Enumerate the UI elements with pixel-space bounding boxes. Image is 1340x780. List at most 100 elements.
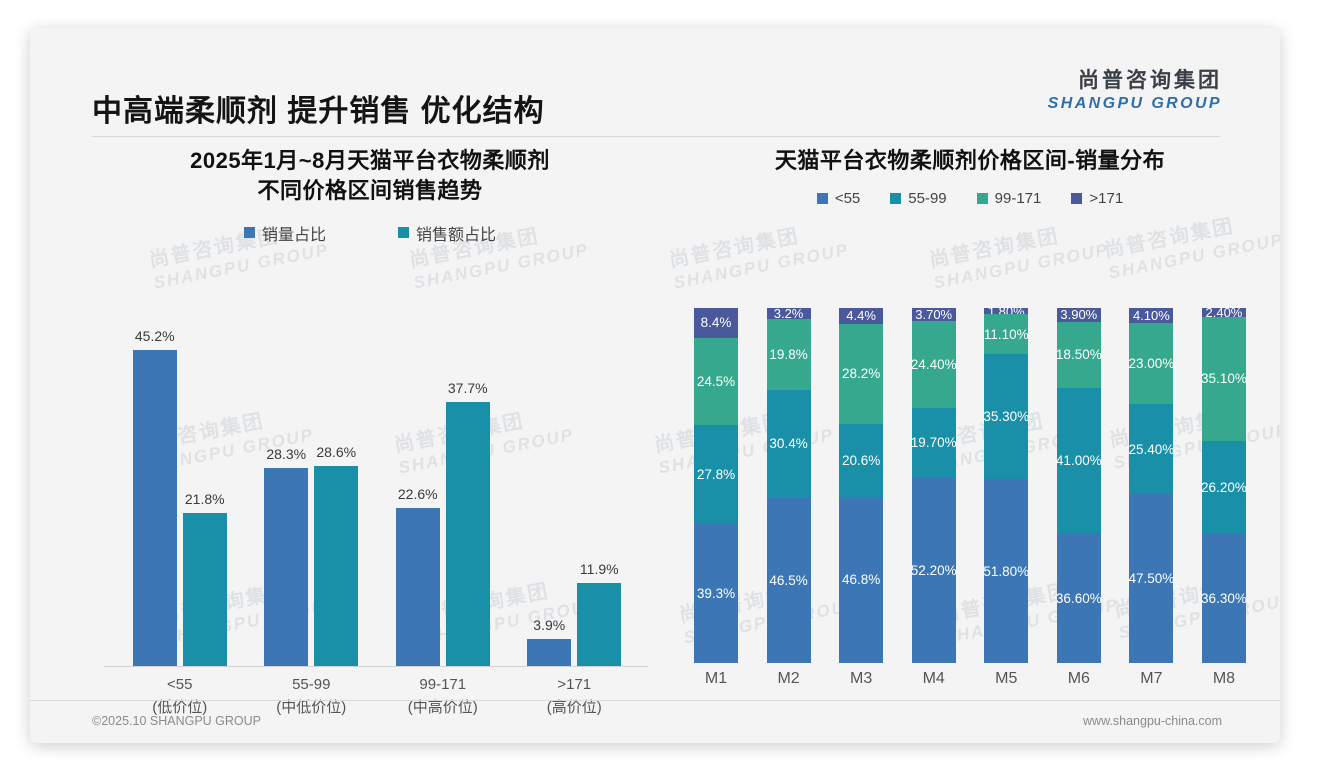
stack-segment-99-171: 28.2% [839,323,884,424]
slide-footer: ©2025.10 SHANGPU GROUP www.shangpu-china… [30,710,1280,742]
right-chart-panel: 天猫平台衣物柔顺剂价格区间-销量分布 <55 55-99 99-171 >171 8.… [680,146,1260,706]
stack-value-label: 18.50% [1055,347,1102,363]
stack-value-label: 26.20% [1201,480,1247,496]
legend-item-<55[interactable]: <55 [816,190,860,207]
stack-segment-55-99: 30.4% [766,389,811,498]
stack-value-label: 24.5% [696,373,736,389]
stack-segment-99-171: 11.10% [983,314,1029,354]
stack-segment-<55: 46.5% [766,497,811,663]
stack-value-label: 3.2% [773,306,804,322]
stack-value-label: 35.10% [1201,371,1247,387]
bar-销量占比->171[interactable]: 3.9% [527,316,572,666]
stacked-bar-M2[interactable]: 3.2% 19.8% 30.4% 46.5% [766,306,811,663]
legend-swatch-icon [243,227,255,239]
legend-label: >171 [1089,190,1124,208]
stack-segment->171: 8.4% [694,308,738,338]
bar-value-label: 28.3% [266,446,307,462]
stack-value-label: 39.3% [696,585,736,601]
stack-value-label: 11.10% [983,326,1029,342]
stacked-bar-M4[interactable]: 3.70% 24.40% 19.70% 52.20% [910,307,957,663]
bar-value-label: 22.6% [397,486,438,502]
x-axis-label-main: 99-171 [419,676,467,693]
legend-item->171[interactable]: >171 [1071,190,1123,207]
stack-value-label: 41.00% [1055,452,1102,468]
legend-item-销售额占比[interactable]: 销售额占比 [398,221,496,245]
stacked-bar-M5[interactable]: 1.80% 11.10% 35.30% 51.80% [983,304,1030,663]
stack-value-label: 20.6% [841,452,881,468]
legend-item-99-171[interactable]: 99-171 [976,190,1042,208]
title-divider [92,136,1220,137]
bar-销售额占比->171[interactable]: 11.9% [577,316,622,666]
x-axis-label-main: >171 [557,676,592,693]
bar-value-label: 21.8% [184,491,225,507]
stack-value-label: 19.70% [910,435,957,451]
stacked-bar-M6[interactable]: 3.90% 18.50% 41.00% 36.60% [1055,307,1102,663]
x-axis-label-<55: <55 (低价位) [121,674,239,719]
stack-value-label: 47.50% [1128,571,1175,587]
bar-销量占比-99-171[interactable]: 22.6% [395,316,440,666]
x-axis-month-labels: M1 M2 M3 M4 M5 M6 M7 M8 [694,670,1246,688]
legend-swatch-icon [976,193,988,205]
bar-group-<55: 45.2% 21.8% [121,316,239,666]
x-axis-label-M4: M4 [922,670,945,687]
legend-label: 99-171 [994,190,1042,208]
stack-value-label: 35.30% [983,408,1030,424]
x-axis-label-M2: M2 [777,670,800,687]
x-axis-label-M7: M7 [1140,670,1163,687]
stacked-bar-M1[interactable]: 8.4% 24.5% 27.8% 39.3% [694,308,738,663]
stack-value-label: 36.60% [1055,590,1102,606]
stack-segment-55-99: 27.8% [694,424,738,524]
stack-segment->171: 4.10% [1129,307,1174,323]
bar-rect [445,402,490,666]
x-axis-label-sub: (高价位) [546,698,602,716]
bar-销售额占比-<55[interactable]: 21.8% [182,316,227,666]
stack-segment-<55: 39.3% [694,523,738,663]
stacked-bar-M7[interactable]: 4.10% 23.00% 25.40% 47.50% [1128,307,1175,663]
stack-value-label: 19.8% [769,347,808,362]
x-axis-line [104,666,648,667]
bar-销售额占比-99-171[interactable]: 37.7% [445,316,490,666]
bar-销量占比-55-99[interactable]: 28.3% [264,316,309,666]
stack-segment-99-171: 18.50% [1055,321,1102,388]
stacked-bar-chart: 8.4% 24.5% 27.8% 39.3% 3.2% 19.8% 30.4% 46.5% 4.… [690,304,1250,706]
x-axis-label-main: <55 [167,676,193,693]
stack-value-label: 4.10% [1132,307,1170,323]
stacked-bar-plot: 8.4% 24.5% 27.8% 39.3% 3.2% 19.8% 30.4% 46.5% 4.… [694,304,1247,663]
stack-value-label: 46.8% [841,572,881,588]
stack-segment-55-99: 26.20% [1201,441,1247,535]
bar-rect [182,513,227,666]
legend-swatch-icon [816,193,828,205]
footer-divider [30,700,1280,701]
footer-website[interactable]: www.shangpu-china.com [1083,714,1222,728]
bar-value-label: 37.7% [447,380,488,396]
stack-segment-55-99: 35.30% [983,353,1030,480]
stacked-bar-M8[interactable]: 2.40% 35.10% 26.20% 36.30% [1201,305,1247,663]
stack-segment-99-171: 19.8% [766,319,811,390]
stack-value-label: 27.8% [696,466,736,482]
footer-copyright: ©2025.10 SHANGPU GROUP [92,714,261,728]
stack-value-label: 3.70% [915,307,953,323]
bar-value-label: 11.9% [579,561,619,577]
stack-value-label: 30.4% [769,436,808,452]
left-chart-legend: 销量占比 销售额占比 [70,221,670,245]
legend-item-销量占比[interactable]: 销量占比 [243,221,326,245]
stacked-bar-M3[interactable]: 4.4% 28.2% 20.6% 46.8% [839,308,884,663]
bar-销售额占比-55-99[interactable]: 28.6% [314,316,359,666]
stack-segment->171: 3.70% [911,307,956,323]
x-axis-label-99-171: 99-171 (中高价位) [384,674,502,719]
grouped-bar-plot: 45.2% 21.8% 28.3% 28.6% 22.6% 37.7% 3.9% 11.9% [114,316,640,666]
bar-value-label: 45.2% [134,328,175,344]
left-chart-title-line2: 不同价格区间销售趋势 [257,178,483,204]
stack-value-label: 23.00% [1128,355,1175,371]
bar-rect [527,639,572,666]
x-axis-label->171: >171 (高价位) [515,674,633,719]
bar-销量占比-<55[interactable]: 45.2% [132,316,177,666]
legend-item-55-99[interactable]: 55-99 [890,190,947,207]
legend-swatch-icon [890,193,902,205]
bar-group-55-99: 28.3% 28.6% [252,316,370,666]
stack-value-label: 36.30% [1201,591,1247,607]
stack-segment-<55: 47.50% [1128,494,1175,663]
logo-text-en: SHANGPU GROUP [1047,95,1222,112]
stack-segment->171: 4.4% [839,308,884,324]
bar-group->171: 3.9% 11.9% [515,316,633,666]
